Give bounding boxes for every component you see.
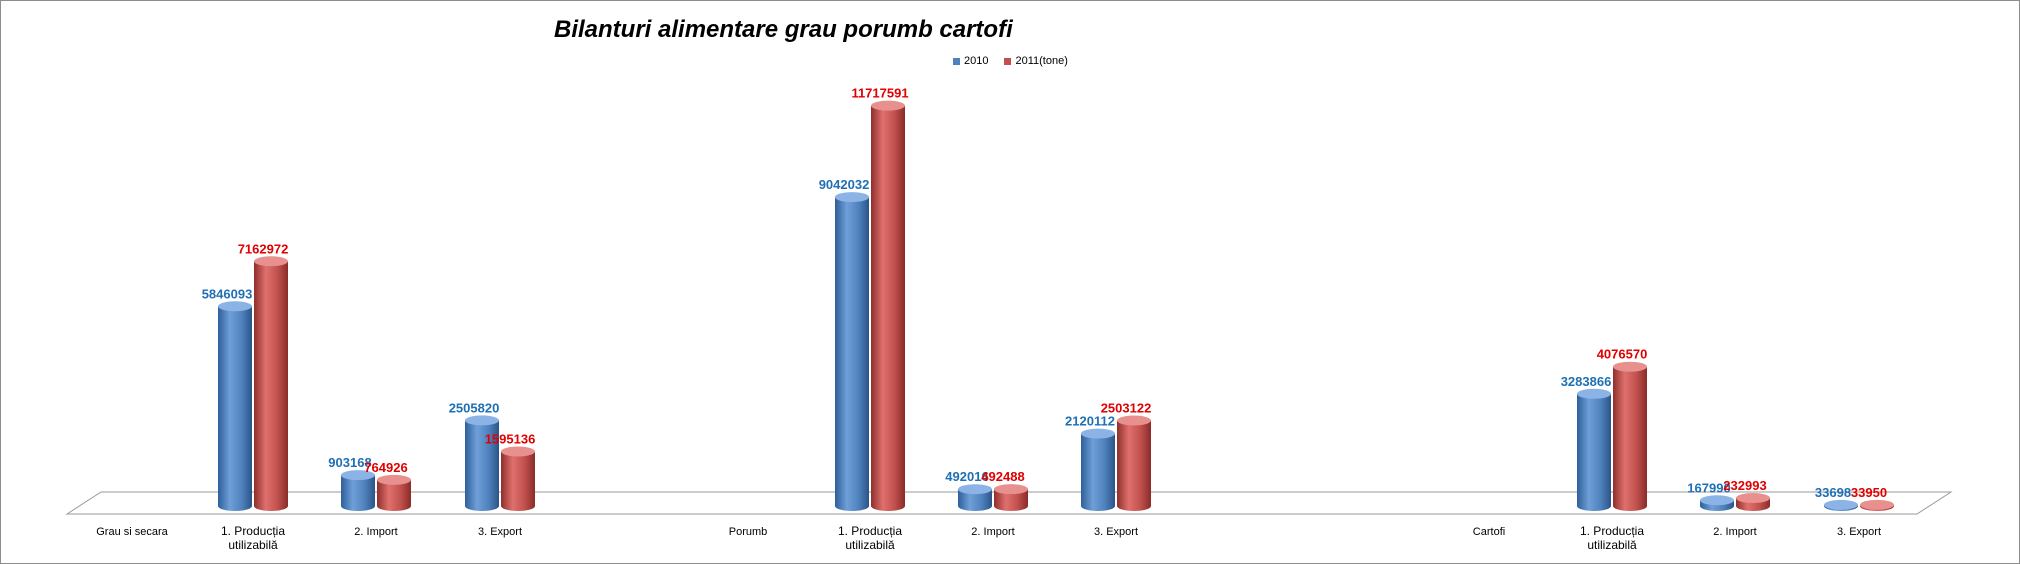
data-label-2010-2: 2505820 [449,400,500,415]
tick-label-5: 3. Export [1094,526,1138,538]
tick-label-2: 3. Export [478,526,522,538]
data-label-2010-8: 33698 [1815,485,1851,500]
data-label-2010-4: 492016 [945,469,988,484]
bar-top-2011-0 [254,256,288,267]
data-label-2011-3: 11717591 [851,86,908,101]
bar-2010-6 [1577,393,1611,511]
group-label-1: Porumb [729,526,768,538]
legend-item-2011: 2011(tone) [1004,55,1068,67]
tick-label-line-0-0: 1. Producția [221,524,285,538]
data-label-2010-3: 9042032 [819,177,870,192]
bar-2010-2 [465,420,499,511]
chart-title: Bilanturi alimentare grau porumb cartofi [554,16,1013,43]
data-label-2010-1: 903168 [328,455,371,470]
tick-label-line-4-0: 2. Import [971,526,1014,538]
legend-label-2010: 2010 [964,55,989,67]
bar-2011-1 [377,479,411,511]
tick-label-line-3-1: utilizabilă [845,538,895,552]
bar-top-2010-5 [1081,428,1115,439]
data-label-2011-1: 764926 [364,460,407,475]
tick-label-1: 2. Import [354,526,397,538]
bars-layer [218,100,1894,511]
data-label-2010-7: 167990 [1687,480,1730,495]
bar-top-2011-5 [1117,415,1151,426]
bar-top-2011-1 [377,474,411,485]
bar-2011-3 [871,105,905,511]
bar-top-2010-4 [958,484,992,495]
data-label-2011-8: 33950 [1851,485,1887,500]
data-label-2010-0: 5846093 [202,286,253,301]
bar-2010-0 [218,306,252,511]
data-label-2010-6: 3283866 [1561,374,1612,389]
bar-top-2011-3 [871,100,905,111]
bar-2011-4 [994,489,1028,511]
data-label-2011-0: 7162972 [238,241,289,256]
data-label-2011-2: 1595136 [485,431,536,446]
bar-2010-1 [341,475,375,511]
legend: 2010 2011(tone) [953,55,1068,67]
tick-label-line-6-0: 1. Producția [1580,524,1644,538]
bar-top-2010-6 [1577,388,1611,399]
legend-label-2011: 2011(tone) [1015,55,1068,67]
bar-top-2011-7 [1736,493,1770,504]
bar-top-2010-7 [1700,495,1734,506]
data-label-2011-4: 492488 [981,469,1024,484]
bar-2010-4 [958,489,992,511]
tick-label-line-7-0: 2. Import [1713,526,1756,538]
tick-label-line-5-0: 3. Export [1094,526,1138,538]
legend-swatch-2010 [953,57,960,65]
data-label-2011-6: 4076570 [1597,347,1648,362]
bar-top-2010-1 [341,470,375,481]
legend-item-2010: 2010 [953,55,988,67]
bar-top-2010-2 [465,415,499,426]
bar-top-2011-2 [501,446,535,457]
tick-label-3: 1. Producția utilizabilă [838,524,902,552]
tick-label-0: 1. Producția utilizabilă [221,524,285,552]
bar-2011-2 [501,451,535,511]
tick-label-line-8-0: 3. Export [1837,526,1881,538]
tick-label-line-6-1: utilizabilă [1587,538,1637,552]
tick-label-line-1-0: 2. Import [354,526,397,538]
tick-label-line-0-1: utilizabilă [228,538,278,552]
tick-label-8: 3. Export [1837,526,1881,538]
labels-layer: 5846093 903168 2505820 9042032 492016 2120112… [96,86,1887,552]
bar-2011-6 [1613,366,1647,511]
bar-top-2011-6 [1613,361,1647,372]
bar-top-2010-0 [218,301,252,312]
group-label-0: Grau si secara [96,526,168,538]
bar-top-2010-3 [835,192,869,203]
bar-2010-5 [1081,433,1115,511]
data-label-2011-7: 232993 [1723,478,1766,493]
legend-swatch-2011 [1004,57,1012,65]
bar-top-2010-8 [1824,499,1858,510]
bar-2011-5 [1117,420,1151,511]
bar-2011-0 [254,261,288,511]
tick-label-4: 2. Import [971,526,1014,538]
tick-label-7: 2. Import [1713,526,1756,538]
bar-top-2011-4 [994,484,1028,495]
bar-2010-3 [835,197,869,511]
data-label-2010-5: 2120112 [1065,414,1115,429]
tick-label-line-3-0: 1. Producția [838,524,902,538]
tick-label-line-2-0: 3. Export [478,526,522,538]
bar-top-2011-8 [1860,499,1894,510]
data-label-2011-5: 2503122 [1101,400,1152,415]
tick-label-6: 1. Producția utilizabilă [1580,524,1644,552]
group-label-2: Cartofi [1473,526,1505,538]
